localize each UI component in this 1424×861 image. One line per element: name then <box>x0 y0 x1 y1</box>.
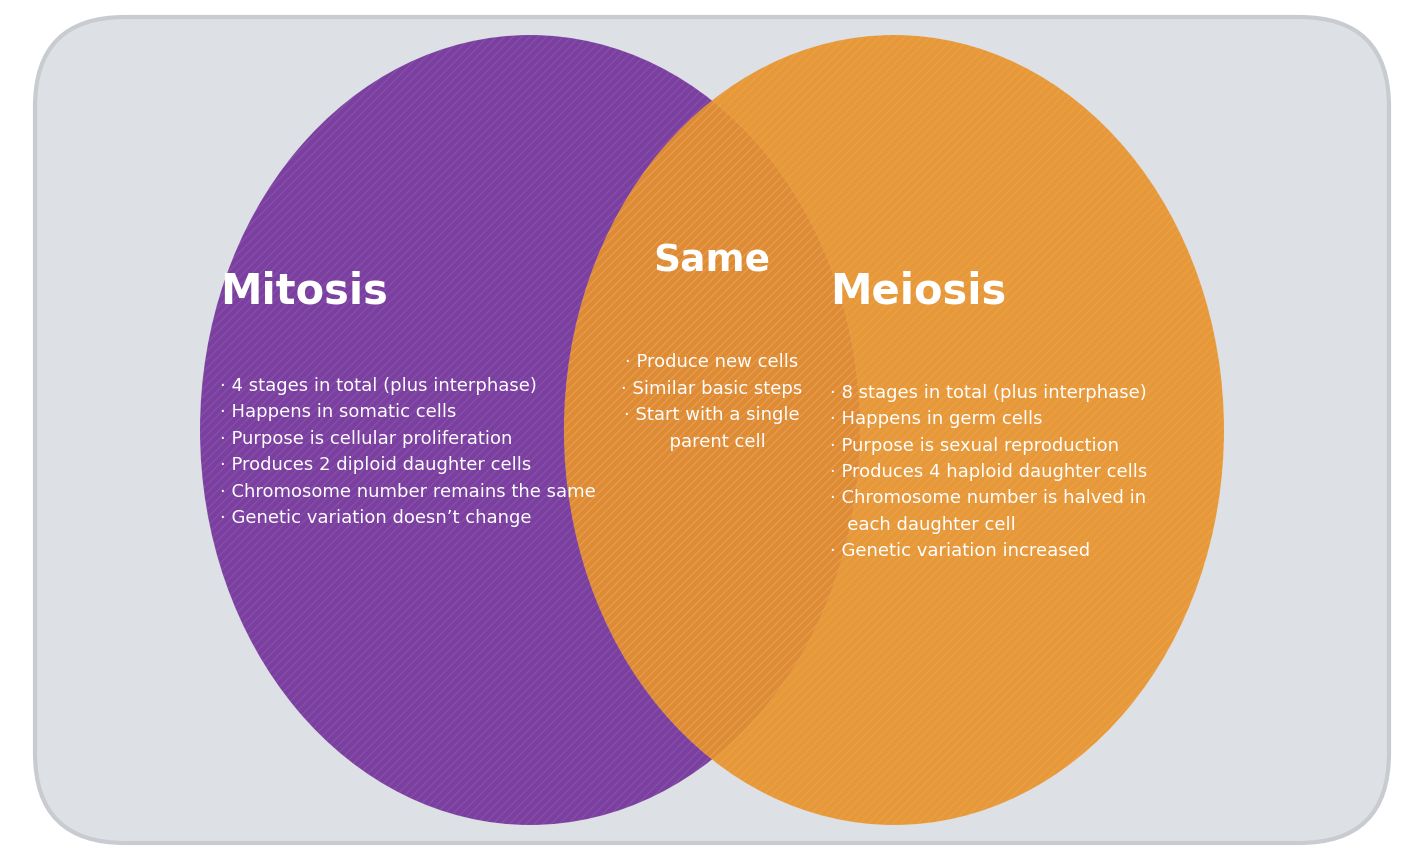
Ellipse shape <box>564 36 1225 825</box>
Text: · 4 stages in total (plus interphase)
· Happens in somatic cells
· Purpose is ce: · 4 stages in total (plus interphase) · … <box>219 376 595 526</box>
Text: Mitosis: Mitosis <box>219 270 387 313</box>
Ellipse shape <box>199 36 860 825</box>
FancyBboxPatch shape <box>36 18 1388 843</box>
Text: · Produce new cells
· Similar basic steps
· Start with a single
  parent cell: · Produce new cells · Similar basic step… <box>621 353 803 450</box>
Text: Meiosis: Meiosis <box>830 270 1007 313</box>
Text: Same: Same <box>654 244 770 280</box>
Text: · 8 stages in total (plus interphase)
· Happens in germ cells
· Purpose is sexua: · 8 stages in total (plus interphase) · … <box>830 383 1148 560</box>
